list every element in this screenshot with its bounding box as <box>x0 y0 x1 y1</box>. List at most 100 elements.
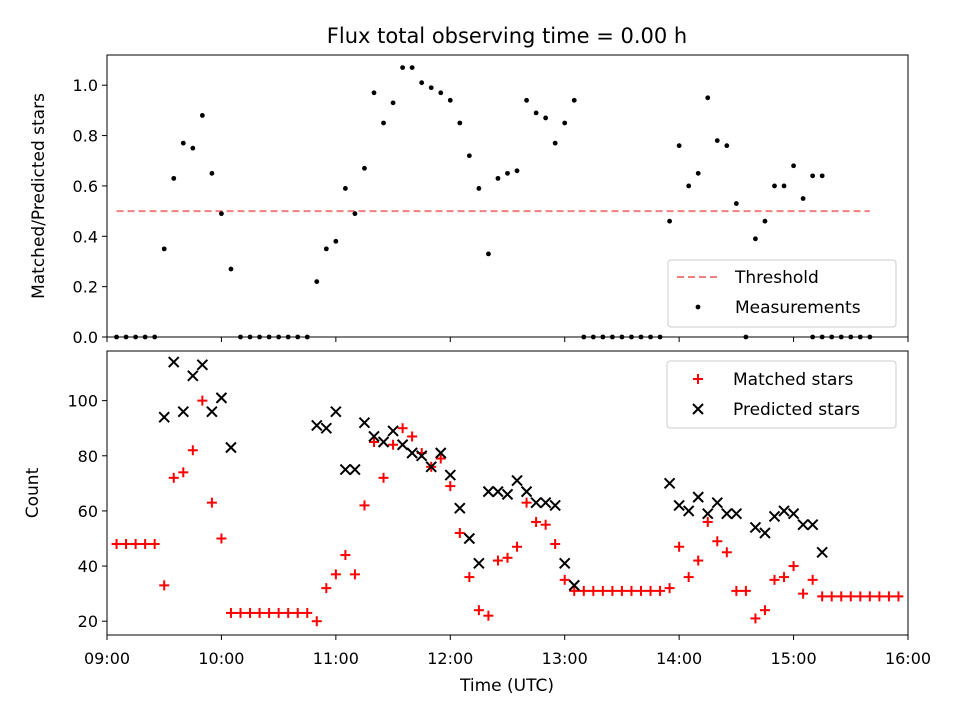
matched-star-point <box>674 541 685 552</box>
predicted-star-point <box>177 405 189 418</box>
predicted-star-point <box>730 507 743 520</box>
predicted-star-point <box>482 485 495 498</box>
predicted-star-point <box>473 557 485 570</box>
matched-star-point <box>330 569 341 580</box>
matched-star-point <box>550 539 561 550</box>
count-legend-box <box>666 360 897 429</box>
measurement-point <box>714 138 720 144</box>
ratio-y-tick-label: 0.8 <box>73 127 98 146</box>
measurement-point <box>438 90 444 96</box>
matched-star-point <box>607 585 618 596</box>
matched-star-point <box>197 395 208 406</box>
x-tick-label: 09:00 <box>84 649 130 668</box>
measurement-point <box>400 65 406 70</box>
matched-star-point <box>826 591 837 602</box>
matched-star-point <box>130 539 141 550</box>
matched-star-point <box>759 605 770 616</box>
matched-star-point <box>225 607 236 618</box>
matched-star-point <box>302 607 313 618</box>
predicted-star-point <box>539 496 552 509</box>
legend-measurements-label: Measurements <box>735 298 861 318</box>
legend-predicted-marker <box>692 403 704 415</box>
measurement-point <box>381 120 386 126</box>
measurement-point <box>705 95 711 101</box>
count-y-tick-label: 80 <box>78 447 98 466</box>
ratio-legend: Threshold Measurements <box>667 259 897 328</box>
matched-star-point <box>168 472 179 483</box>
measurement-point <box>733 201 739 206</box>
count-legend: Matched stars Predicted stars <box>666 360 897 429</box>
matched-star-point <box>273 607 284 618</box>
matched-star-point <box>616 585 627 596</box>
predicted-star-point <box>806 519 819 531</box>
figure-title: Flux total observing time = 0.00 h <box>327 24 687 48</box>
matched-star-point <box>721 547 732 558</box>
matched-star-point <box>864 591 875 602</box>
matched-star-point <box>807 574 818 585</box>
matched-star-point <box>121 539 132 550</box>
predicted-star-point <box>501 488 514 501</box>
matched-star-point <box>140 539 151 550</box>
predicted-star-point <box>358 416 371 429</box>
predicted-star-point <box>396 439 409 451</box>
matched-star-point <box>731 585 742 596</box>
matched-star-point <box>473 605 484 616</box>
measurement-point <box>486 251 491 257</box>
predicted-star-point <box>330 405 342 418</box>
measurement-point <box>190 145 196 151</box>
matched-star-point <box>264 607 275 618</box>
matched-star-point <box>340 550 351 561</box>
measurement-point <box>228 266 234 272</box>
measurement-point <box>762 218 768 224</box>
matched-star-point <box>769 574 780 585</box>
matched-star-point <box>893 591 904 602</box>
measurement-point <box>543 115 549 121</box>
predicted-star-point <box>768 510 781 523</box>
predicted-star-point <box>682 505 695 517</box>
legend-matched-swatch <box>693 374 703 384</box>
ratio-y-axis-label: Matched/Predicted stars <box>29 93 49 299</box>
matched-star-point <box>521 497 532 508</box>
predicted-star-point <box>568 579 580 592</box>
ratio-y-tick-label: 0.2 <box>73 278 98 297</box>
matched-star-point <box>464 572 475 583</box>
measurement-point <box>161 246 167 252</box>
predicted-star-point <box>559 557 571 570</box>
matched-star-point <box>588 585 599 596</box>
x-axis-label: Time (UTC) <box>459 676 554 696</box>
measurement-point <box>562 120 568 126</box>
predicted-star-point <box>492 485 504 498</box>
measurement-point <box>514 168 520 174</box>
measurement-point <box>333 238 339 244</box>
x-tick-label: 12:00 <box>427 649 473 668</box>
predicted-star-point <box>816 546 828 558</box>
count-panel: 20 40 60 80 100 09:00 10:00 11:00 12:00 13:00 14:… <box>23 350 931 696</box>
count-y-tick-label: 100 <box>67 392 98 411</box>
matched-star-point <box>502 552 513 563</box>
matched-star-point <box>388 439 399 450</box>
matched-star-point <box>111 539 122 550</box>
measurement-point <box>781 183 787 189</box>
matched-star-point <box>187 445 198 456</box>
legend-matched-marker <box>693 374 703 384</box>
matched-star-point <box>292 607 303 618</box>
measurement-point <box>552 140 558 146</box>
measurement-point <box>686 183 692 189</box>
predicted-star-point <box>511 474 523 487</box>
matched-star-point <box>569 585 580 596</box>
predicted-star-point <box>425 461 437 473</box>
predicted-star-point <box>797 519 809 531</box>
measurement-point <box>819 173 825 179</box>
legend-matched-label: Matched stars <box>733 370 853 390</box>
matched-star-point <box>693 555 704 566</box>
matched-star-point <box>626 585 637 596</box>
measurement-point <box>171 175 177 181</box>
measurement-point <box>457 120 463 126</box>
predicted-star-point <box>454 502 466 514</box>
predicted-star-point <box>663 477 676 490</box>
matched-star-point <box>597 585 608 596</box>
predicted-star-point <box>387 425 399 437</box>
matched-star-point <box>845 591 856 602</box>
count-plot-frame <box>106 350 909 636</box>
